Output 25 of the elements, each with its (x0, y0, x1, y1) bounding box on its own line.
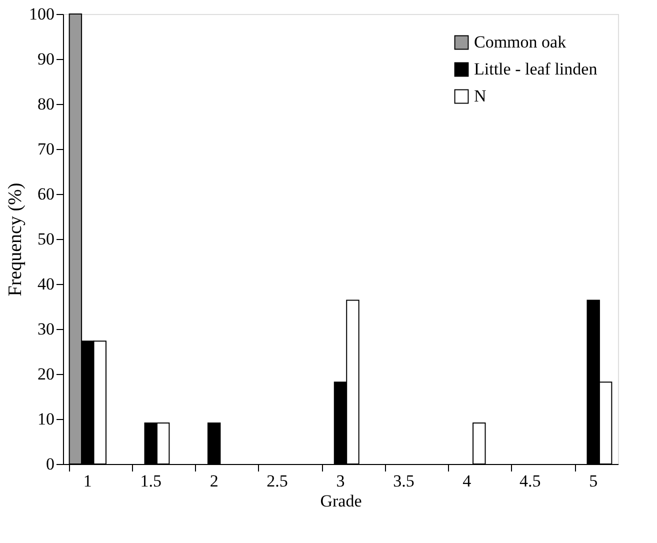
x-tick-label: 4 (462, 472, 472, 490)
y-tick-label: 0 (46, 454, 54, 474)
y-tick-label: 20 (38, 364, 54, 384)
x-tick-label: 1.5 (140, 472, 162, 490)
x-tick-label: 5 (589, 472, 598, 490)
legend-label: N (474, 86, 486, 106)
x-tick-label: 2.5 (266, 472, 288, 490)
y-tick-label: 40 (38, 274, 54, 294)
y-tick-label: 50 (38, 230, 54, 248)
y-tick-label: 90 (38, 50, 54, 68)
x-tick-label: 2 (210, 472, 218, 490)
x-tick-label: 3.5 (393, 472, 414, 490)
y-tick-label: 80 (38, 94, 54, 114)
legend-label: Little - leaf linden (474, 60, 598, 78)
y-tick-label: 100 (29, 4, 54, 24)
x-tick-label: 3 (336, 472, 345, 490)
x-tick-label: 4.5 (520, 472, 541, 490)
y-axis-title: Frequency (%) (5, 182, 26, 296)
y-tick-label: 60 (38, 184, 54, 204)
y-tick-label: 30 (38, 320, 54, 338)
y-tick-label: 10 (38, 410, 54, 428)
y-tick-label: 70 (38, 140, 54, 158)
legend-label: Common oak (474, 32, 567, 52)
x-tick-label: 1 (83, 472, 92, 490)
x-axis-title: Grade (320, 492, 362, 510)
